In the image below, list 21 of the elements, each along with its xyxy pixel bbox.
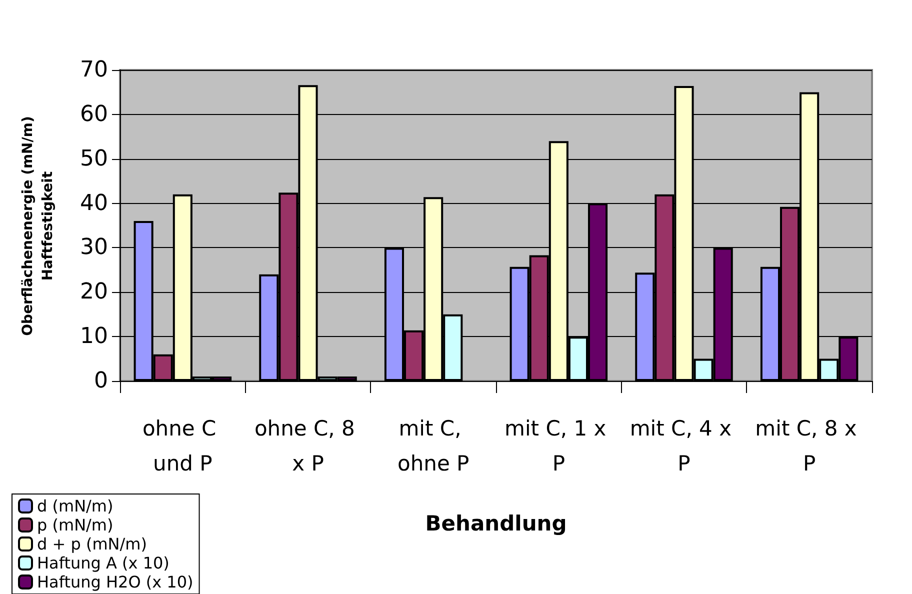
legend-label: Haftung H2O (x 10) (37, 572, 194, 592)
x-axis-title: Behandlung (425, 512, 567, 536)
x-tick-label: mit C, 4 x P (630, 416, 738, 476)
y-tick-label: 20 (80, 280, 108, 305)
y-tick-label: 70 (80, 58, 108, 82)
x-tick-label: ohne C und P (142, 416, 223, 476)
y-tick-label: 30 (80, 235, 108, 260)
legend-label: Haftung A (x 10) (37, 554, 170, 572)
legend-label: d + p (mN/m) (37, 534, 147, 554)
y-tick-label: 40 (80, 190, 108, 216)
legend-label: p (mN/m) (37, 516, 114, 534)
y-tick-label: 0 (94, 368, 108, 394)
y-tick-label: 10 (80, 324, 108, 350)
y-tick-label: 50 (80, 146, 108, 172)
x-tick-label: mit C, 1 x P (504, 416, 613, 476)
x-tick-label: ohne C, 8 x P (254, 416, 362, 476)
y-axis-title: Oberflächenenergie (mN/m) Haftfestigkeit (20, 116, 56, 336)
x-tick-label: mit C, 8 x P (755, 416, 864, 476)
legend-label: d (mN/m) (37, 496, 114, 516)
x-tick-label: mit C, ohne P (397, 416, 470, 476)
y-tick-label: 60 (80, 102, 108, 127)
